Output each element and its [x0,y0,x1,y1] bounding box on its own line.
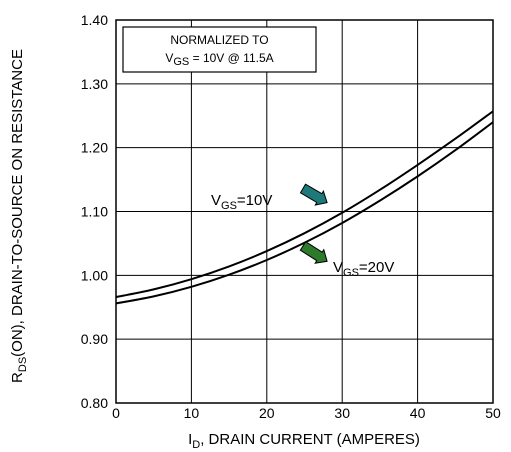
y-tick-label: 1.00 [81,267,108,283]
x-tick-label: 30 [334,405,350,421]
x-tick-label: 0 [112,405,120,421]
y-tick-label: 0.80 [81,395,108,411]
x-tick-label: 50 [485,405,501,421]
x-tick-label: 20 [259,405,275,421]
series-label-vgs-10v: VGS=10V [211,192,272,212]
tick-labels: 0 10 20 30 40 50 0.80 0.90 1.00 1.10 1.20 1.30 1.40 [81,12,501,421]
series-label-vgs-20v: VGS=20V [333,259,394,279]
y-tick-label: 1.40 [81,12,108,28]
arrow-icon-vgs-20v [299,241,328,264]
x-tick-label: 40 [410,405,426,421]
y-tick-label: 1.30 [81,76,108,92]
series-pointer-arrows [299,183,328,264]
series-line-0 [116,110,493,299]
note-line-1: NORMALIZED TO [170,33,268,47]
note-line-2: VGS = 10V @ 11.5A [165,51,273,68]
y-tick-label: 0.90 [81,331,108,347]
y-tick-label: 1.10 [81,204,108,220]
x-axis-title: ID, DRAIN CURRENT (AMPERES) [188,431,420,451]
x-tick-label: 10 [184,405,200,421]
arrow-icon-vgs-10v [299,183,328,206]
normalization-note: NORMALIZED TO VGS = 10V @ 11.5A [122,26,317,73]
grid-lines [116,20,493,403]
y-axis-title: RDS(ON), DRAIN-TO-SOURCE ON RESISTANCE [9,49,29,383]
note-box [122,26,317,73]
y-tick-label: 1.20 [81,140,108,156]
